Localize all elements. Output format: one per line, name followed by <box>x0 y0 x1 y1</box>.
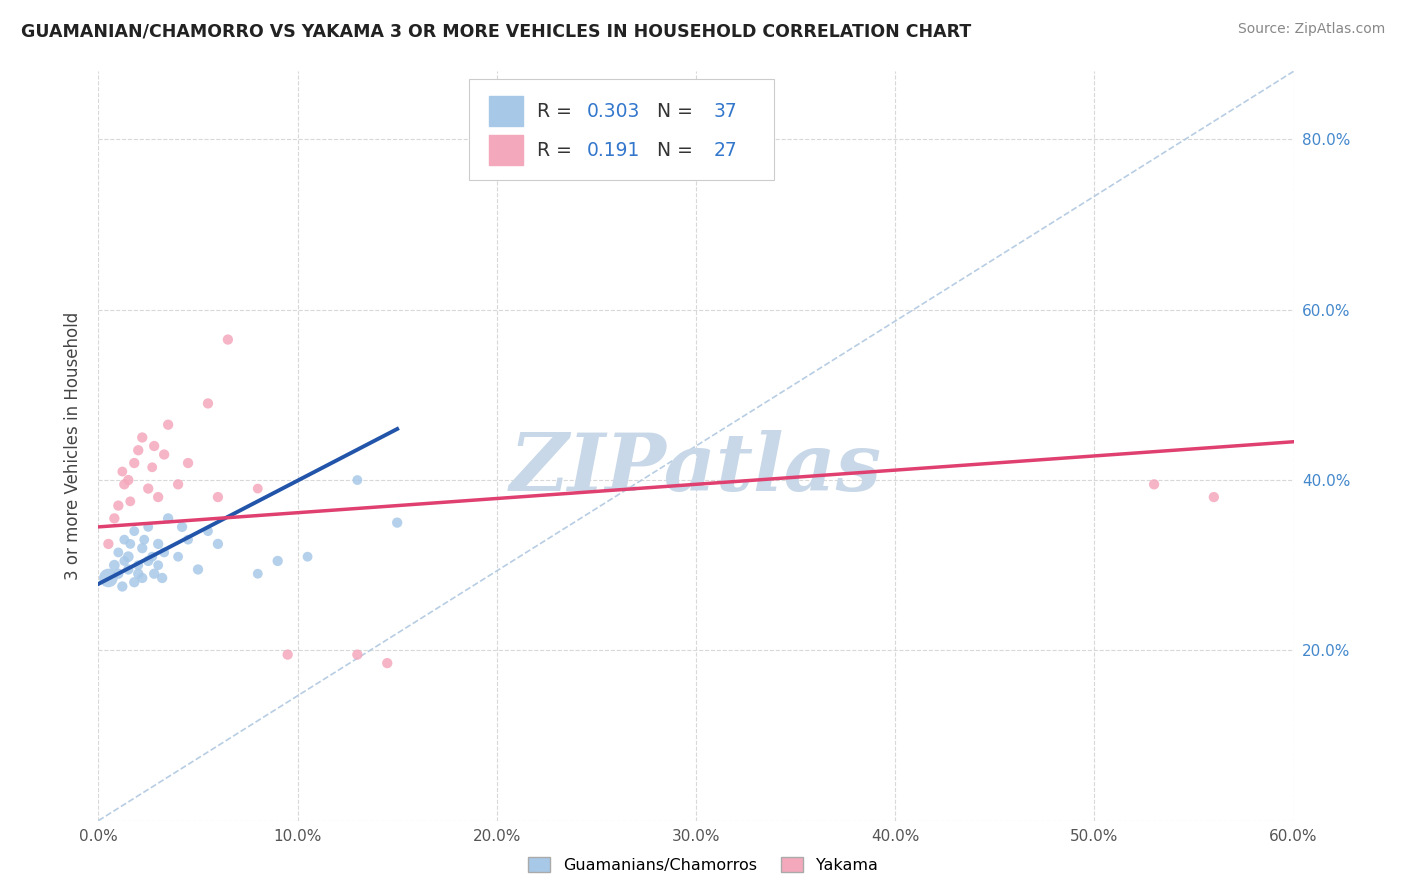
Point <box>167 477 190 491</box>
Point <box>141 460 163 475</box>
Point <box>197 524 219 538</box>
Point <box>107 499 129 513</box>
Point <box>120 537 142 551</box>
Text: Source: ZipAtlas.com: Source: ZipAtlas.com <box>1237 22 1385 37</box>
Point <box>157 511 180 525</box>
Point <box>385 516 409 530</box>
FancyBboxPatch shape <box>470 78 773 180</box>
Point <box>127 566 149 581</box>
Point <box>207 490 229 504</box>
Point <box>124 456 146 470</box>
Point <box>103 558 125 573</box>
Text: 0.303: 0.303 <box>588 102 641 120</box>
Point <box>346 473 368 487</box>
Text: 0.191: 0.191 <box>588 141 641 160</box>
Point <box>111 465 134 479</box>
Point <box>207 537 229 551</box>
Point <box>117 473 139 487</box>
Point <box>187 562 209 576</box>
Point <box>124 575 146 590</box>
Point <box>120 494 142 508</box>
Text: N =: N = <box>644 141 699 160</box>
Point <box>112 477 135 491</box>
Point <box>112 533 135 547</box>
Point <box>1143 477 1166 491</box>
Point <box>143 566 166 581</box>
Point <box>157 417 180 432</box>
Point <box>167 549 190 564</box>
Point <box>217 333 239 347</box>
Point <box>131 430 153 444</box>
Point <box>127 443 149 458</box>
Point <box>136 520 159 534</box>
Point <box>153 448 176 462</box>
Point <box>148 558 170 573</box>
FancyBboxPatch shape <box>489 96 523 126</box>
Point <box>141 549 163 564</box>
Point <box>97 571 120 585</box>
Point <box>153 545 176 559</box>
Text: ZIPatlas: ZIPatlas <box>510 430 882 508</box>
Point <box>111 580 134 594</box>
Text: R =: R = <box>537 141 583 160</box>
FancyBboxPatch shape <box>489 135 523 165</box>
Point <box>375 656 398 670</box>
Point <box>117 549 139 564</box>
Point <box>346 648 368 662</box>
Point <box>124 524 146 538</box>
Text: 37: 37 <box>714 102 738 120</box>
Point <box>117 562 139 576</box>
Point <box>127 558 149 573</box>
Point <box>148 490 170 504</box>
Point <box>177 533 200 547</box>
Point <box>136 554 159 568</box>
Point <box>150 571 173 585</box>
Point <box>246 566 269 581</box>
Point <box>136 482 159 496</box>
Point <box>277 648 299 662</box>
Point <box>148 537 170 551</box>
Text: R =: R = <box>537 102 578 120</box>
Legend: Guamanians/Chamorros, Yakama: Guamanians/Chamorros, Yakama <box>522 851 884 880</box>
Point <box>172 520 194 534</box>
Point <box>197 396 219 410</box>
Point <box>297 549 319 564</box>
Point <box>97 537 120 551</box>
Point <box>103 511 125 525</box>
Text: 27: 27 <box>714 141 738 160</box>
Point <box>131 541 153 556</box>
Point <box>1202 490 1225 504</box>
Point <box>177 456 200 470</box>
Y-axis label: 3 or more Vehicles in Household: 3 or more Vehicles in Household <box>63 312 82 580</box>
Point <box>107 545 129 559</box>
Point <box>246 482 269 496</box>
Point <box>112 554 135 568</box>
Point <box>143 439 166 453</box>
Point <box>267 554 290 568</box>
Point <box>107 566 129 581</box>
Point <box>131 571 153 585</box>
Point <box>134 533 156 547</box>
Text: N =: N = <box>644 102 699 120</box>
Text: GUAMANIAN/CHAMORRO VS YAKAMA 3 OR MORE VEHICLES IN HOUSEHOLD CORRELATION CHART: GUAMANIAN/CHAMORRO VS YAKAMA 3 OR MORE V… <box>21 22 972 40</box>
